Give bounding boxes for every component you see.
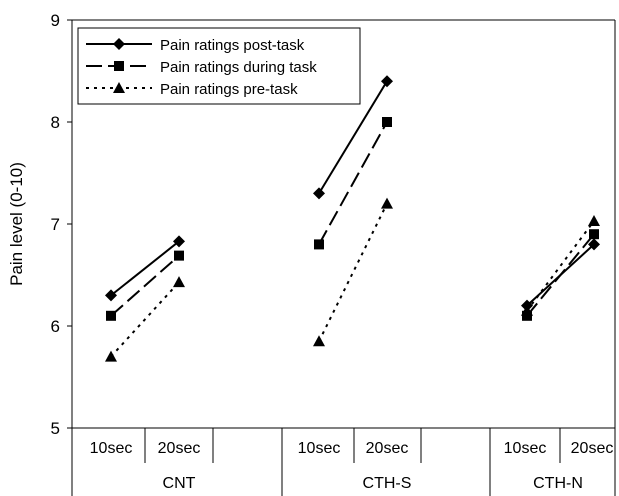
legend-box <box>77 27 361 105</box>
y-axis-label: Pain level (0-10) <box>7 162 26 286</box>
y-tick-label: 8 <box>51 113 60 132</box>
x-group-label: CTH-S <box>363 475 412 492</box>
pain-ratings-during-task-line <box>526 233 595 317</box>
pain-ratings-post-task-point <box>105 289 117 302</box>
legend-label: Pain ratings pre-task <box>160 81 298 98</box>
y-tick-label: 7 <box>51 215 60 234</box>
x-tick-label: 20sec <box>571 440 614 457</box>
series-layer <box>105 75 600 362</box>
pain-ratings-pre-task-line <box>318 203 388 342</box>
pain-ratings-post-task-line <box>110 240 180 297</box>
legend: Pain ratings post-task Pain ratings durin… <box>77 27 361 105</box>
pain-ratings-post-task-line <box>318 80 388 194</box>
pain-ratings-pre-task-line <box>526 220 595 312</box>
y-tick-label: 6 <box>51 317 60 336</box>
pain-ratings-during-task-point <box>174 250 184 261</box>
plot-area <box>72 19 616 428</box>
pain-ratings-post-task-series <box>105 75 600 312</box>
pain-ratings-post-task-point <box>313 187 325 200</box>
pain-ratings-during-task-point <box>522 310 532 321</box>
pain-ratings-pre-task-point <box>521 304 533 316</box>
pain-ratings-pre-task-point <box>588 214 600 226</box>
x-tick-label: 10sec <box>298 440 341 457</box>
pain-ratings-pre-task-point <box>105 350 117 362</box>
pain-ratings-during-task-point <box>589 229 599 240</box>
x-tick-label: 20sec <box>366 440 409 457</box>
x-tick-label: 10sec <box>504 440 547 457</box>
pain-ratings-pre-task-point <box>313 335 325 347</box>
pain-ratings-pre-task-series <box>105 197 600 362</box>
y-axis: 5 6 7 8 9 <box>51 11 73 438</box>
x-tick-label: 20sec <box>158 440 201 457</box>
pain-ratings-during-task-series <box>106 117 599 321</box>
pain-ratings-pre-task-point <box>173 276 185 288</box>
pain-ratings-post-task-point <box>173 235 185 248</box>
pain-ratings-during-task-point <box>382 117 392 127</box>
x-group-label: CNT <box>163 475 196 492</box>
pain-ratings-post-task-point <box>588 238 600 251</box>
pain-ratings-during-task-line <box>110 254 180 317</box>
x-group-label: CTH-N <box>533 475 583 492</box>
pain-ratings-pre-task-line <box>110 281 180 358</box>
legend-label: Pain ratings during task <box>160 59 317 76</box>
legend-pain-ratings-pre-task-point <box>113 82 125 93</box>
pain-ratings-during-task-point <box>314 239 324 250</box>
legend-label: Pain ratings post-task <box>160 37 305 54</box>
legend-pain-ratings-during-task-point <box>114 61 124 71</box>
pain-ratings-pre-task-point <box>381 197 393 209</box>
x-tick-label: 10sec <box>90 440 133 457</box>
y-tick-label: 5 <box>51 419 60 438</box>
legend-pain-ratings-post-task-point <box>113 38 125 50</box>
pain-ratings-during-task-line <box>318 121 388 245</box>
pain-ratings-post-task-point <box>381 75 393 88</box>
x-axis: 10sec 20sec CNT 10sec 20sec CTH-S 10sec 20sec CT… <box>71 427 616 496</box>
pain-ratings-during-task-point <box>106 310 116 321</box>
y-tick-label: 9 <box>51 11 60 30</box>
